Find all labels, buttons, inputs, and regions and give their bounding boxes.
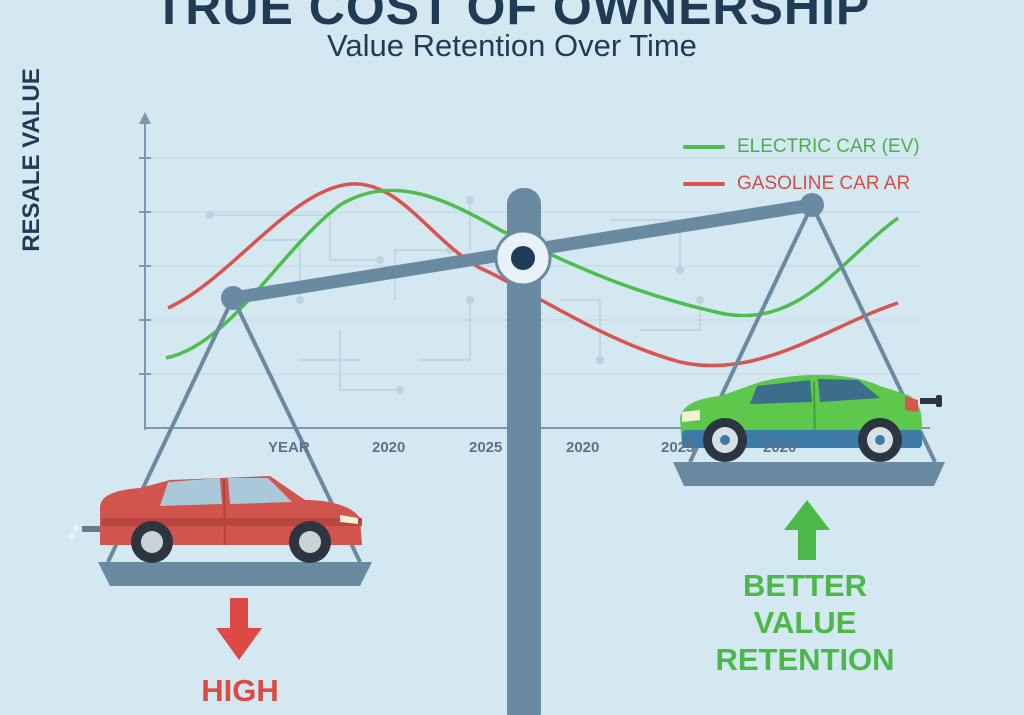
callout-line: BETTER (680, 567, 930, 604)
x-tick-label: YEAR (268, 439, 310, 456)
legend-swatch-gas (683, 182, 725, 186)
down-arrow-icon (216, 598, 262, 660)
y-axis-label: RESALE VALUE (18, 50, 48, 270)
x-tick-label: 2020 (763, 439, 796, 456)
callout-line: VALUE (680, 604, 930, 641)
right-pan (673, 462, 945, 486)
left-pan (98, 562, 372, 586)
legend-item-ev: ELECTRIC CAR (EV) (683, 136, 920, 158)
x-tick-label: 2025 (661, 439, 694, 456)
x-tick-label: 2025 (469, 439, 502, 456)
callout-line: RETENTION (680, 641, 930, 678)
legend-label-ev: ELECTRIC CAR (EV) (737, 136, 920, 158)
x-tick-label: 2020 (372, 439, 405, 456)
legend-label-gas: GASOLINE CAR AR (737, 173, 910, 195)
x-tick-label: 2020 (566, 439, 599, 456)
up-arrow-icon (784, 500, 830, 560)
electric-car (680, 375, 942, 462)
legend-item-gas: GASOLINE CAR AR (683, 173, 910, 195)
better-value-callout: BETTER VALUE RETENTION (680, 567, 930, 678)
legend-swatch-ev (683, 145, 725, 149)
page-subtitle: Value Retention Over Time (0, 28, 1024, 64)
high-callout: HIGH (180, 672, 300, 709)
